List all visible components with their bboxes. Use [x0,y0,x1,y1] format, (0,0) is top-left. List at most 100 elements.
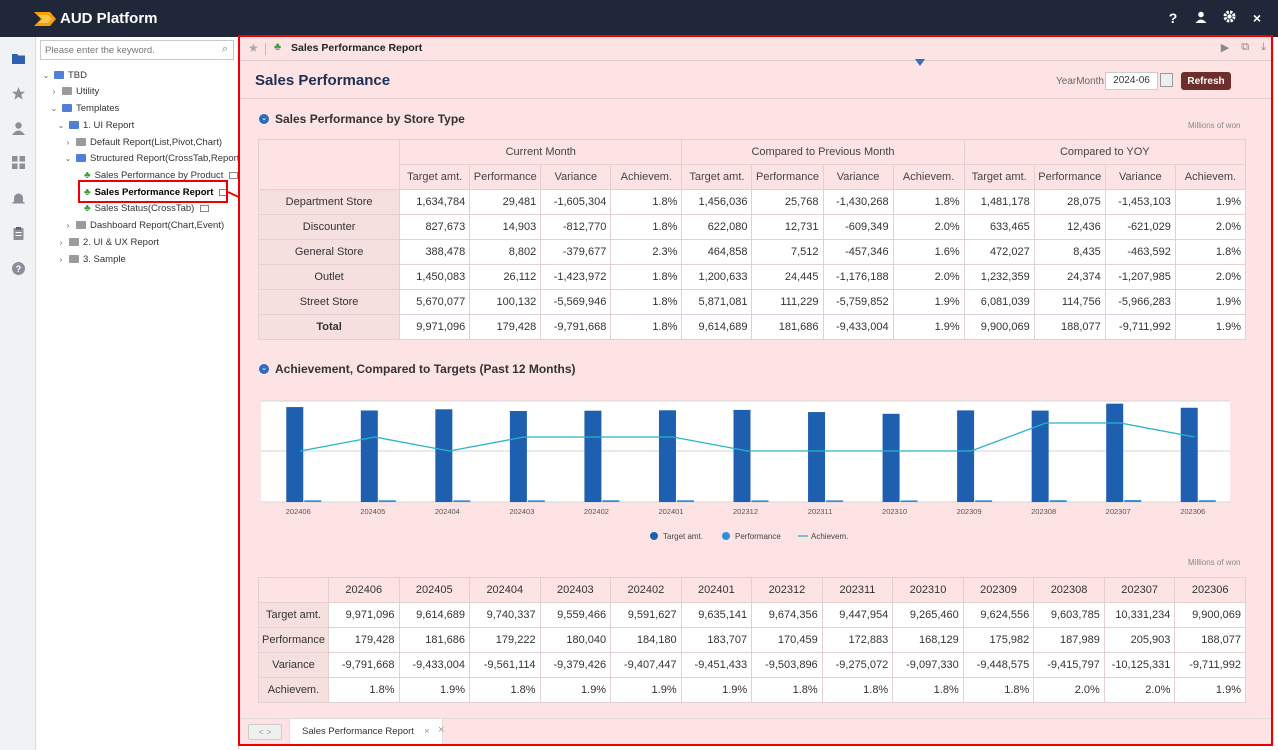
tree-item-ui-report[interactable]: ⌄ 1. UI Report [57,117,135,133]
row-label: Achievem. [258,677,329,703]
bottom-tab-sales-performance-report[interactable]: Sales Performance Report × [289,719,443,745]
tree-item-label: Default Report(List,Pivot,Chart) [90,136,222,148]
download-icon[interactable]: ⤓ [1261,41,1266,53]
tree-item-label: Dashboard Report(Chart,Event) [90,219,225,231]
folder-icon [76,154,86,162]
achievement-cell: 1.6% [892,239,965,265]
table-cell: -463,592 [1104,239,1176,265]
achievement-value: 2.0% [1074,684,1100,696]
gear-icon[interactable] [1222,10,1236,26]
alarm-icon[interactable] [11,191,26,206]
bar-target-amt [658,410,676,502]
table-cell: 179,222 [469,627,541,653]
table-cell: -1,423,972 [540,264,612,290]
tree-item-ui-ux-report[interactable]: › 2. UI & UX Report [57,234,159,250]
calendar-icon[interactable] [1160,73,1173,87]
unit-label: Millions of won [1188,121,1241,130]
column-header: Performance [469,164,542,190]
close-tab-icon[interactable]: × [423,726,430,737]
row-label: General Store [257,239,401,265]
achievement-cell: 1.8% [751,677,823,703]
section-title-achievement: ⌄ Achievement, Compared to Targets (Past … [259,362,576,376]
clipboard-icon[interactable] [11,226,26,241]
achievement-value: 1.8% [934,196,960,208]
close-all-tabs-icon[interactable]: × [438,724,445,736]
table-cell: 10,331,234 [1103,602,1176,628]
group-header: Compared to Previous Month [681,139,965,165]
star-icon[interactable] [11,86,26,101]
tree-item-sales-performance-report[interactable]: ♣ Sales Performance Report [84,184,229,200]
tree-item-sales-status[interactable]: ♣ Sales Status(CrossTab) [84,200,210,216]
achievement-cell: 1.9% [680,677,753,703]
table-cell: -621,029 [1104,214,1176,240]
folder-icon [69,121,79,129]
table-cell: 9,900,069 [1174,602,1246,628]
tree-item-utility[interactable]: › Utility [50,83,100,99]
achievement-value: 1.9% [1215,196,1241,208]
column-header: Achievem. [610,164,683,190]
close-icon[interactable]: × [1252,10,1262,26]
chevron-right-icon[interactable]: › [66,137,70,147]
achievement-value: 1.9% [1215,684,1241,696]
column-header: Variance [540,164,612,190]
row-label: Performance [258,627,329,653]
play-icon[interactable]: ▶ [1220,42,1230,54]
chevron-right-icon[interactable]: › [59,237,63,247]
legend-label: Target amt. [663,532,703,541]
tab-nav-buttons[interactable]: < > [248,724,282,740]
month-header: 202404 [469,577,541,603]
chevron-right-icon[interactable]: › [59,254,63,264]
bar-performance [676,500,694,502]
chevron-right-icon[interactable]: › [52,86,56,96]
table-row: Street Store 5,670,077 100,132 -5,569,946 1.… [257,289,1247,315]
search-icon[interactable]: ⌕ [221,43,228,55]
dashboard-icon[interactable] [11,155,26,170]
achievement-value: 1.8% [652,296,678,308]
chevron-right-icon[interactable]: › [66,220,70,230]
star-icon[interactable]: ★ [248,41,259,55]
help-icon[interactable]: ? [1168,10,1178,26]
table-cell: 9,265,460 [892,602,964,628]
yearmonth-input[interactable]: 2024-06 [1105,72,1158,90]
achievement-value: 1.8% [1004,684,1030,696]
month-header: 202307 [1103,577,1176,603]
chevron-down-icon[interactable]: ⌄ [50,103,58,113]
achievement-cell: 1.8% [821,677,894,703]
export-icon[interactable]: ⧉ [1241,41,1250,53]
chevron-down-icon[interactable]: ⌄ [259,114,269,124]
tree-search-input[interactable] [41,41,211,59]
tree-item-structured-report[interactable]: ⌄ Structured Report(CrossTab,Report) [64,150,243,166]
refresh-button[interactable]: Refresh [1181,72,1231,90]
achievement-value: 1.8% [652,196,678,208]
help-icon[interactable]: ? [11,261,26,276]
group-header: Compared to YOY [963,139,1247,165]
table-cell: -9,415,797 [1033,652,1105,678]
tree-item-label: Templates [76,102,120,114]
achievement-cell: 1.9% [1174,677,1246,703]
user-icon[interactable] [1194,10,1208,26]
tree-item-sales-by-product[interactable]: ♣ Sales Performance by Product [84,167,239,183]
user-icon[interactable] [11,121,26,136]
achievement-value: 2.0% [1215,271,1241,283]
yearmonth-label: YearMonth [1056,76,1104,87]
tree-item-dashboard-report[interactable]: › Dashboard Report(Chart,Event) [64,217,224,233]
bar-performance [751,500,769,502]
achievement-cell: 1.8% [892,677,964,703]
tree-item-sample[interactable]: › 3. Sample [57,251,126,267]
chevron-down-icon[interactable]: ⌄ [64,153,72,163]
tree-item-default-report[interactable]: › Default Report(List,Pivot,Chart) [64,134,222,150]
chevron-down-icon[interactable]: ⌄ [259,364,269,374]
tree-item-templates[interactable]: ⌄ Templates [50,100,120,116]
table-row: Discounter 827,673 14,903 -812,770 1.8% 622,0… [257,214,1247,240]
folder-icon[interactable] [11,51,26,66]
month-header: 202405 [398,577,471,603]
achievement-cell: 1.9% [1174,314,1247,340]
legend-label: Performance [735,532,781,541]
collapse-toggle-icon[interactable] [915,59,925,66]
chevron-down-icon[interactable]: ⌄ [57,120,65,130]
chevron-down-icon[interactable]: ⌄ [42,70,50,80]
achievement-cell: 1.8% [610,214,683,240]
tree-item-tbd[interactable]: ⌄ TBD [42,67,87,83]
achievement-value: 1.8% [792,684,818,696]
window-icon [229,171,239,179]
